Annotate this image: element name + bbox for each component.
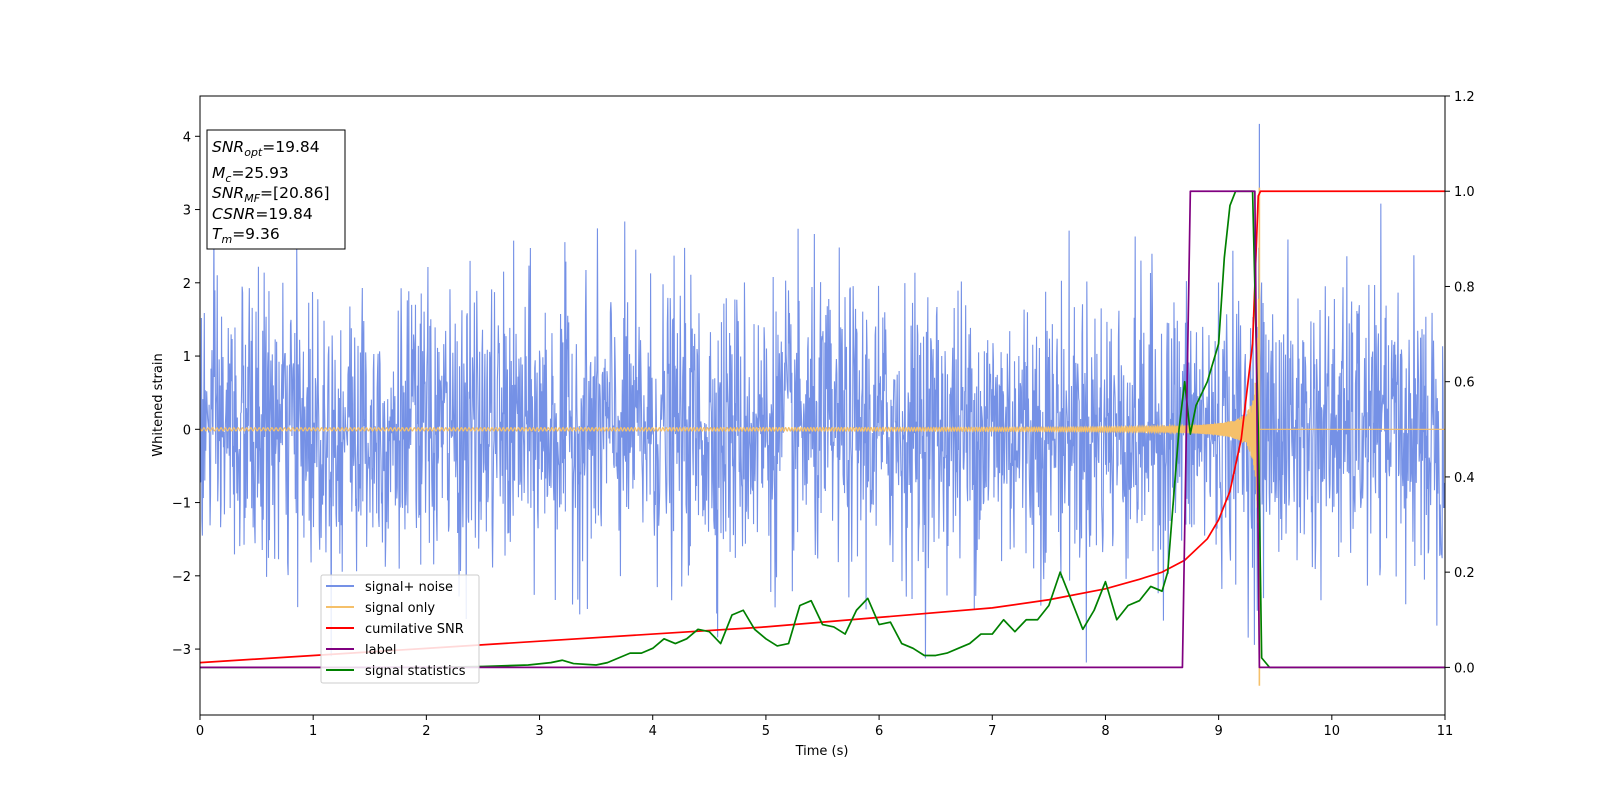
- x-tick-label: 6: [875, 724, 883, 739]
- legend-label: signal only: [365, 601, 435, 616]
- y-tick-label-left: 3: [183, 204, 191, 219]
- legend-label: cumilative SNR: [365, 622, 464, 637]
- legend-label: signal+ noise: [365, 580, 453, 595]
- legend-label: signal statistics: [365, 664, 466, 679]
- series-signal-statistics: [200, 190, 1445, 669]
- legend-frame: [320, 574, 480, 684]
- plot-frame: [199, 95, 1446, 716]
- y-tick-label-left: −3: [172, 643, 191, 658]
- info-snr-mf: SNRMF=[20.86]: [212, 184, 330, 205]
- y-tick-label-right: 0.6: [1454, 376, 1475, 391]
- series-signal-noise: [200, 203, 1445, 663]
- y-tick-label-left: 2: [183, 277, 191, 292]
- x-tick-label: 9: [1214, 724, 1222, 739]
- y-tick-label-left: 1: [183, 350, 191, 365]
- x-tick-label: 4: [649, 724, 657, 739]
- y-tick-label-left: −1: [172, 497, 191, 512]
- series-label: [200, 190, 1445, 669]
- y-tick-label-left: −2: [172, 570, 191, 585]
- x-axis-label: Time (s): [795, 744, 849, 759]
- legend: signal+ noise signal only cumilative SNR la…: [320, 574, 480, 684]
- x-tick-label: 10: [1324, 724, 1341, 739]
- y-tick-label-right: 1.2: [1454, 90, 1475, 105]
- axes-layer: 0 1 2 3 4 5 6 7 8 9 10 1143210−1−2−31.21.00.80.60.4…: [172, 90, 1475, 739]
- series-signal-only: [200, 298, 1445, 621]
- info-snr-opt: SNRopt=19.84: [212, 138, 320, 159]
- info-tm: Tm=9.36: [212, 225, 280, 246]
- y-tick-label-right: 0.2: [1454, 566, 1475, 581]
- x-tick-label: 7: [988, 724, 996, 739]
- series-layer: [200, 123, 1445, 686]
- y-tick-label-left: 4: [183, 130, 191, 145]
- info-mc: Mc=25.93: [212, 164, 289, 185]
- x-tick-label: 5: [762, 724, 770, 739]
- info-csnr: CSNR=19.84: [212, 205, 313, 223]
- y-tick-label-right: 0.4: [1454, 471, 1475, 486]
- y-axis-label-left: Whitened strain: [151, 353, 166, 456]
- y-tick-label-right: 0.8: [1454, 280, 1475, 295]
- y-tick-label-right: 0.0: [1454, 661, 1475, 676]
- y-tick-label-left: 0: [183, 423, 191, 438]
- info-box-frame: [206, 129, 346, 250]
- x-tick-label: 11: [1437, 724, 1454, 739]
- y-tick-label-right: 1.0: [1454, 185, 1475, 200]
- legend-label: label: [365, 643, 396, 658]
- x-tick-label: 1: [309, 724, 317, 739]
- series-cumulative-snr: [200, 190, 1445, 664]
- info-box: SNRopt=19.84 Mc=25.93 SNRMF=[20.86] CSNR…: [206, 129, 346, 250]
- x-tick-label: 3: [535, 724, 543, 739]
- x-tick-label: 0: [196, 724, 204, 739]
- x-tick-label: 2: [422, 724, 430, 739]
- x-tick-label: 8: [1101, 724, 1109, 739]
